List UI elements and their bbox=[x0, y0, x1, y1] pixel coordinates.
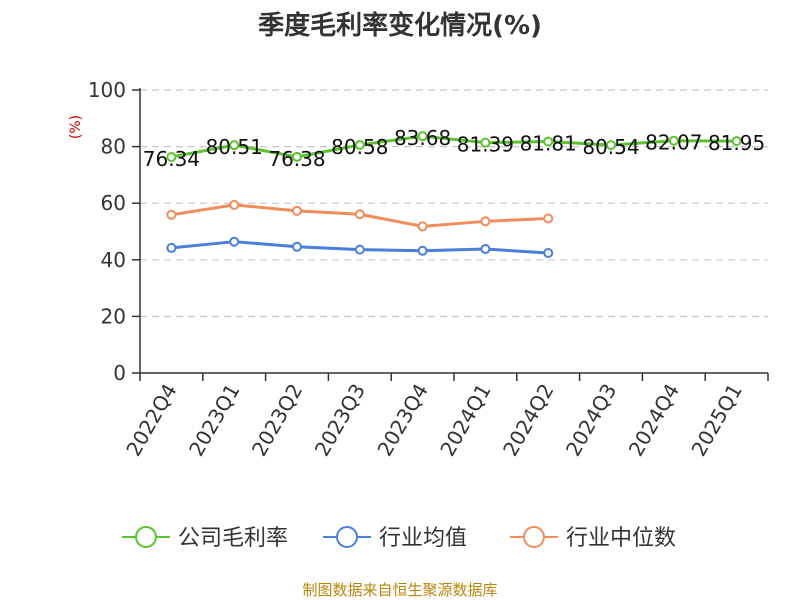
legend-label: 行业均值 bbox=[379, 526, 467, 551]
data-point bbox=[480, 244, 491, 255]
y-tick-label: 40 bbox=[101, 248, 126, 272]
data-point bbox=[668, 135, 679, 146]
data-label: 76.34 bbox=[143, 147, 200, 171]
x-tick-label: 2024Q4 bbox=[624, 380, 684, 461]
data-label: 81.39 bbox=[457, 133, 514, 157]
x-tick-label: 2023Q4 bbox=[372, 380, 432, 461]
data-point bbox=[354, 139, 365, 150]
data-label: 82.07 bbox=[645, 131, 702, 155]
data-point bbox=[480, 216, 491, 227]
legend-label: 行业中位数 bbox=[566, 526, 676, 551]
legend-marker bbox=[336, 526, 358, 548]
data-label: 81.95 bbox=[708, 131, 765, 155]
y-tick-label: 20 bbox=[101, 304, 126, 328]
data-point bbox=[354, 244, 365, 255]
data-point bbox=[292, 241, 302, 252]
source-note: 制图数据来自恒生聚源数据库 bbox=[302, 581, 497, 599]
data-point bbox=[166, 242, 177, 253]
x-tick-label: 2022Q4 bbox=[121, 380, 181, 461]
y-axis-unit: (%) bbox=[68, 115, 84, 139]
legend-marker bbox=[135, 526, 157, 548]
grid-lines bbox=[140, 89, 768, 317]
data-point bbox=[292, 151, 302, 162]
data-point bbox=[417, 131, 428, 142]
data-label: 83.68 bbox=[394, 126, 451, 150]
data-point bbox=[229, 140, 240, 151]
legend-marker bbox=[523, 526, 545, 548]
legend-label: 公司毛利率 bbox=[178, 526, 288, 551]
series-line bbox=[171, 134, 737, 159]
series-group bbox=[166, 131, 742, 259]
y-tick-label: 80 bbox=[101, 135, 126, 159]
x-tick-label: 2023Q1 bbox=[184, 380, 244, 461]
data-point bbox=[417, 221, 428, 232]
data-point bbox=[354, 209, 365, 220]
data-point bbox=[229, 236, 240, 247]
data-label: 80.58 bbox=[331, 135, 388, 159]
data-point bbox=[166, 151, 177, 162]
data-point bbox=[731, 136, 742, 147]
y-tick-label: 0 bbox=[113, 361, 126, 385]
x-tick-label: 2025Q1 bbox=[686, 380, 746, 461]
data-point bbox=[543, 213, 554, 224]
data-label: 80.51 bbox=[206, 135, 263, 159]
y-tick-label: 100 bbox=[88, 78, 126, 102]
x-tick-label: 2024Q2 bbox=[498, 380, 558, 461]
x-tick-label: 2024Q3 bbox=[561, 380, 621, 461]
data-label: 81.81 bbox=[520, 131, 577, 155]
x-tick-label: 2024Q1 bbox=[435, 380, 495, 461]
chart-title: 季度毛利率变化情况(%) bbox=[258, 10, 542, 41]
x-tick-label: 2023Q3 bbox=[310, 380, 370, 461]
data-point bbox=[543, 248, 554, 259]
x-tick-label: 2023Q2 bbox=[247, 380, 307, 461]
data-point bbox=[229, 199, 240, 210]
data-point bbox=[606, 140, 616, 151]
data-labels: 76.34 80.51 76.38 80.58 83.68 81.39 81.81 80.54… bbox=[143, 126, 765, 171]
data-point bbox=[417, 245, 428, 256]
data-point bbox=[166, 209, 177, 220]
x-axis-ticks: 2022Q4 2023Q1 2023Q2 2023Q3 2023Q4 2024Q1 2024… bbox=[121, 373, 769, 461]
y-tick-label: 60 bbox=[101, 191, 126, 215]
data-point bbox=[480, 137, 491, 148]
data-point bbox=[543, 136, 554, 147]
y-axis-ticks: 0 20 40 60 80 100 bbox=[88, 78, 140, 385]
data-point bbox=[292, 205, 302, 216]
data-label: 76.38 bbox=[268, 147, 325, 171]
data-label: 80.54 bbox=[582, 135, 639, 159]
legend: 公司毛利率 行业均值 行业中位数 bbox=[122, 526, 676, 551]
